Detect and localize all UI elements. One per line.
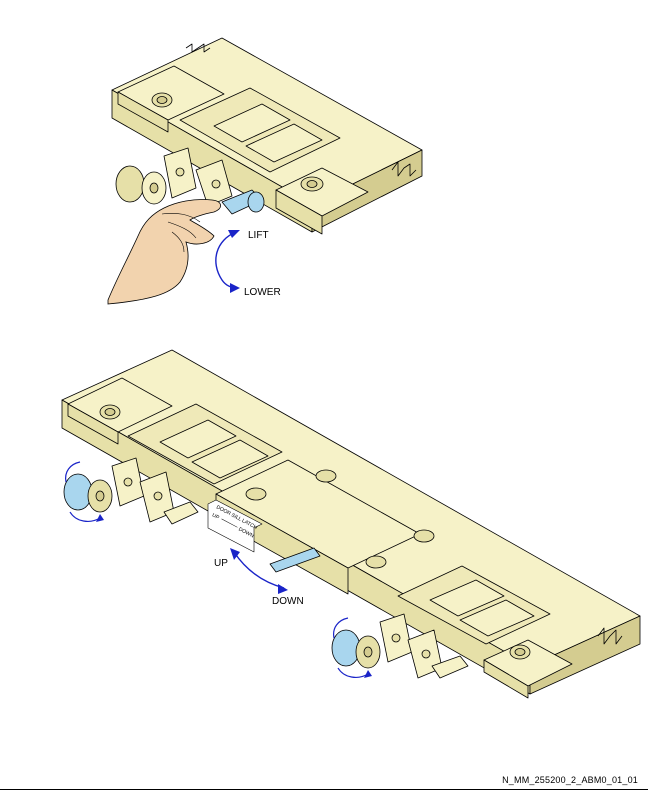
bottom-left-handle <box>163 501 199 525</box>
right-roller-arrowhead <box>364 670 372 678</box>
left-roller-rotation-arrow-top <box>65 461 81 483</box>
down-label: DOWN <box>272 596 304 607</box>
bottom-right-pivot-2 <box>421 649 431 659</box>
bottom-center-bolt-2 <box>315 469 337 483</box>
top-right-bolt-inner <box>306 180 318 188</box>
bottom-right-slot-2 <box>459 599 535 637</box>
bottom-left-pivot-1 <box>123 477 133 487</box>
top-left-pad-side <box>117 91 169 133</box>
top-roller <box>115 165 145 203</box>
top-roller-hub <box>149 182 159 194</box>
bottom-left-roller-hub <box>95 490 105 502</box>
lift-lower-arrow <box>215 231 239 289</box>
bottom-right-slot-1 <box>429 579 505 617</box>
bottom-left-slot-2 <box>191 439 269 479</box>
top-notch-edge <box>185 43 211 53</box>
bottom-right-roller-hub <box>363 646 373 658</box>
top-left-bolt-inner <box>156 96 168 104</box>
top-pivot-2 <box>211 179 221 189</box>
bottom-latch-assembly <box>61 349 641 699</box>
top-pocket-slot-1 <box>213 103 291 143</box>
left-roller-rotation-arrow <box>69 511 101 522</box>
hand <box>107 199 221 305</box>
placard-up: UP <box>211 512 221 521</box>
lower-arrowhead <box>230 283 240 293</box>
bottom-center-bolt-4 <box>413 529 435 543</box>
left-roller-arrowhead <box>96 514 104 522</box>
bottom-right-roller <box>331 629 361 667</box>
bottom-left-roller <box>63 473 93 511</box>
bottom-right-pivot-1 <box>391 633 401 643</box>
bottom-right-bolt-inner <box>514 648 526 656</box>
bottom-left-bolt-inner <box>104 408 116 416</box>
top-pocket-slot-2 <box>245 123 323 163</box>
lower-label: LOWER <box>244 287 281 298</box>
bottom-right-handle <box>431 655 469 679</box>
bottom-right-pad-side <box>483 659 529 699</box>
bottom-notch-right <box>597 627 623 645</box>
lift-arrowhead <box>228 230 240 238</box>
placard-arrow-line <box>221 518 238 528</box>
bottom-left-pivot-2 <box>153 491 163 501</box>
right-roller-rotation-arrow <box>337 667 369 678</box>
bottom-rule <box>0 789 648 790</box>
bottom-operating-lever <box>269 547 321 573</box>
lift-label: LIFT <box>248 230 269 241</box>
hand-finger-lines <box>161 212 201 253</box>
top-pivot-1 <box>175 167 185 177</box>
right-roller-rotation-arrow-top <box>333 617 349 639</box>
top-notch-right <box>391 161 417 177</box>
top-right-pad-side <box>275 189 323 235</box>
bottom-center-bolt-3 <box>365 555 387 569</box>
up-label: UP <box>214 558 228 569</box>
up-arrowhead <box>230 548 240 560</box>
top-handle-knob <box>247 191 265 213</box>
figure-reference: N_MM_255200_2_ABM0_01_01 <box>502 775 638 785</box>
down-arrowhead <box>278 584 288 594</box>
bottom-left-pad-side <box>67 403 119 445</box>
bottom-left-slot-1 <box>159 419 237 459</box>
top-latch-assembly <box>111 37 423 235</box>
bottom-center-bolt-1 <box>245 487 267 501</box>
